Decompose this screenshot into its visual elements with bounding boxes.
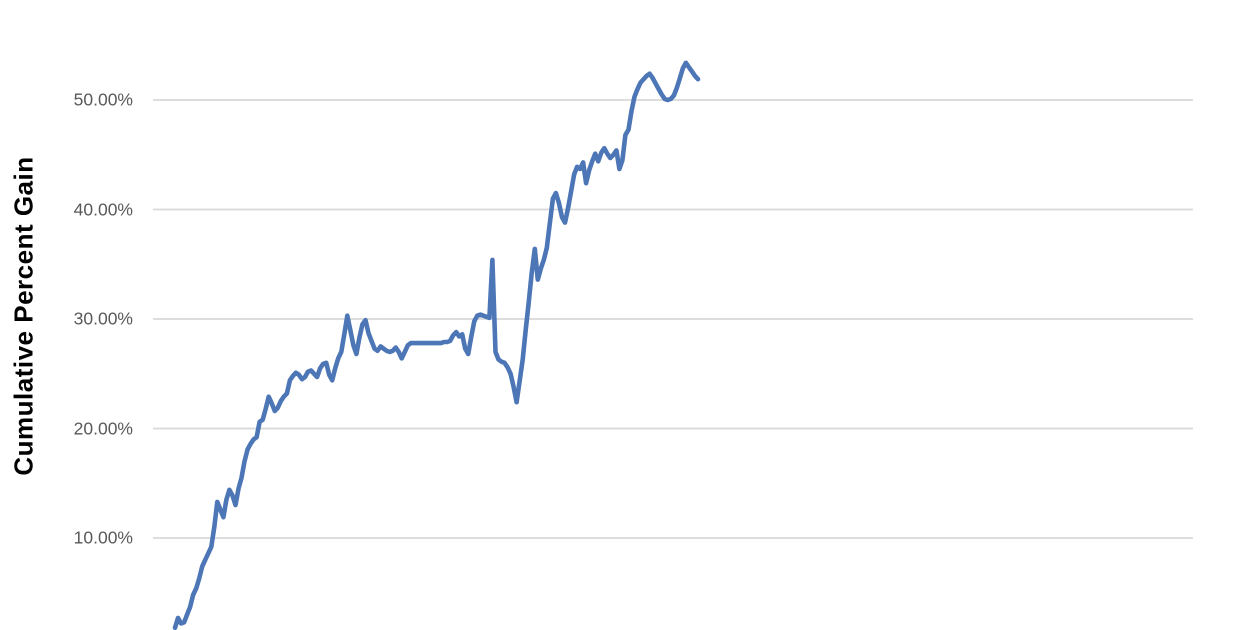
series-line: [172, 60, 701, 630]
gridlines: [153, 99, 1193, 539]
y-axis-tick-label: 30.00%: [73, 308, 133, 329]
y-axis-tick-label: 40.00%: [73, 199, 133, 219]
y-axis-tick-label: 20.00%: [73, 418, 133, 438]
y-axis-tick-label: 50.00%: [73, 89, 133, 110]
y-axis-tick-label: 10.00%: [73, 527, 133, 548]
